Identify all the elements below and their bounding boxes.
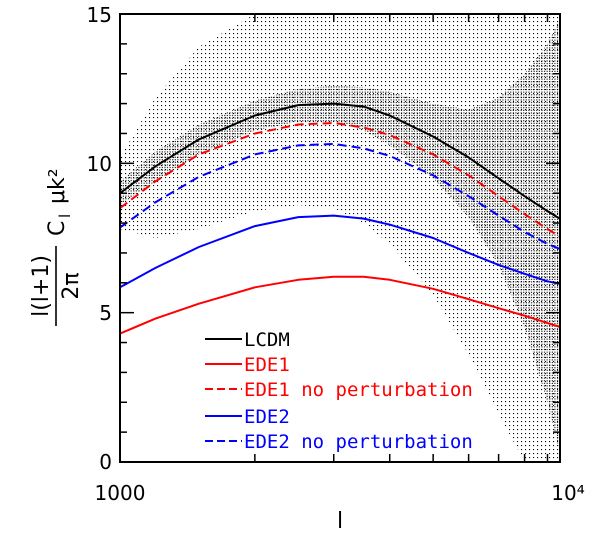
legend-label-ede1: EDE1 xyxy=(244,354,290,376)
legend-label-lcdm: LCDM xyxy=(244,329,290,351)
legend-label-ede2: EDE2 xyxy=(244,406,290,428)
series-line-lcdm xyxy=(120,102,560,220)
series-layer xyxy=(120,102,560,335)
series-line-ede1-no-perturbation xyxy=(120,122,560,238)
y-tick-label-10: 10 xyxy=(87,152,112,176)
plot-frame xyxy=(119,13,561,463)
series-line-ede2-no-perturbation xyxy=(120,142,560,251)
y-tick-labels: 0 5 10 15 xyxy=(87,3,112,474)
axis-ticks xyxy=(119,13,560,463)
y-axis-title-denominator: 2π xyxy=(59,272,84,299)
y-tick-label-0: 0 xyxy=(99,450,112,474)
y-axis-title-subscript: l xyxy=(56,214,74,218)
x-tick-label-10000: 10⁴ xyxy=(551,481,584,505)
legend-label-ede2-no-perturbation: EDE2 no perturbation xyxy=(244,431,473,453)
x-tick-labels: 1000 10⁴ xyxy=(95,481,585,505)
y-axis-title-numerator: l(l+1) xyxy=(29,255,54,317)
y-tick-label-15: 15 xyxy=(87,3,112,27)
y-axis-title: l(l+1) 2π C l μk² xyxy=(29,168,84,326)
legend-label-ede1-no-perturbation: EDE1 no perturbation xyxy=(244,379,473,401)
x-tick-label-1000: 1000 xyxy=(95,481,146,505)
series-line-ede2 xyxy=(120,214,560,289)
y-axis-title-unit: μk² xyxy=(45,168,70,204)
y-tick-label-5: 5 xyxy=(99,301,112,325)
x-axis-title: l xyxy=(337,509,343,534)
legend: LCDM EDE1 EDE1 no perturbation EDE2 EDE2… xyxy=(205,329,473,453)
y-axis-title-symbol: C xyxy=(45,221,70,236)
series-line-ede1 xyxy=(120,275,560,335)
